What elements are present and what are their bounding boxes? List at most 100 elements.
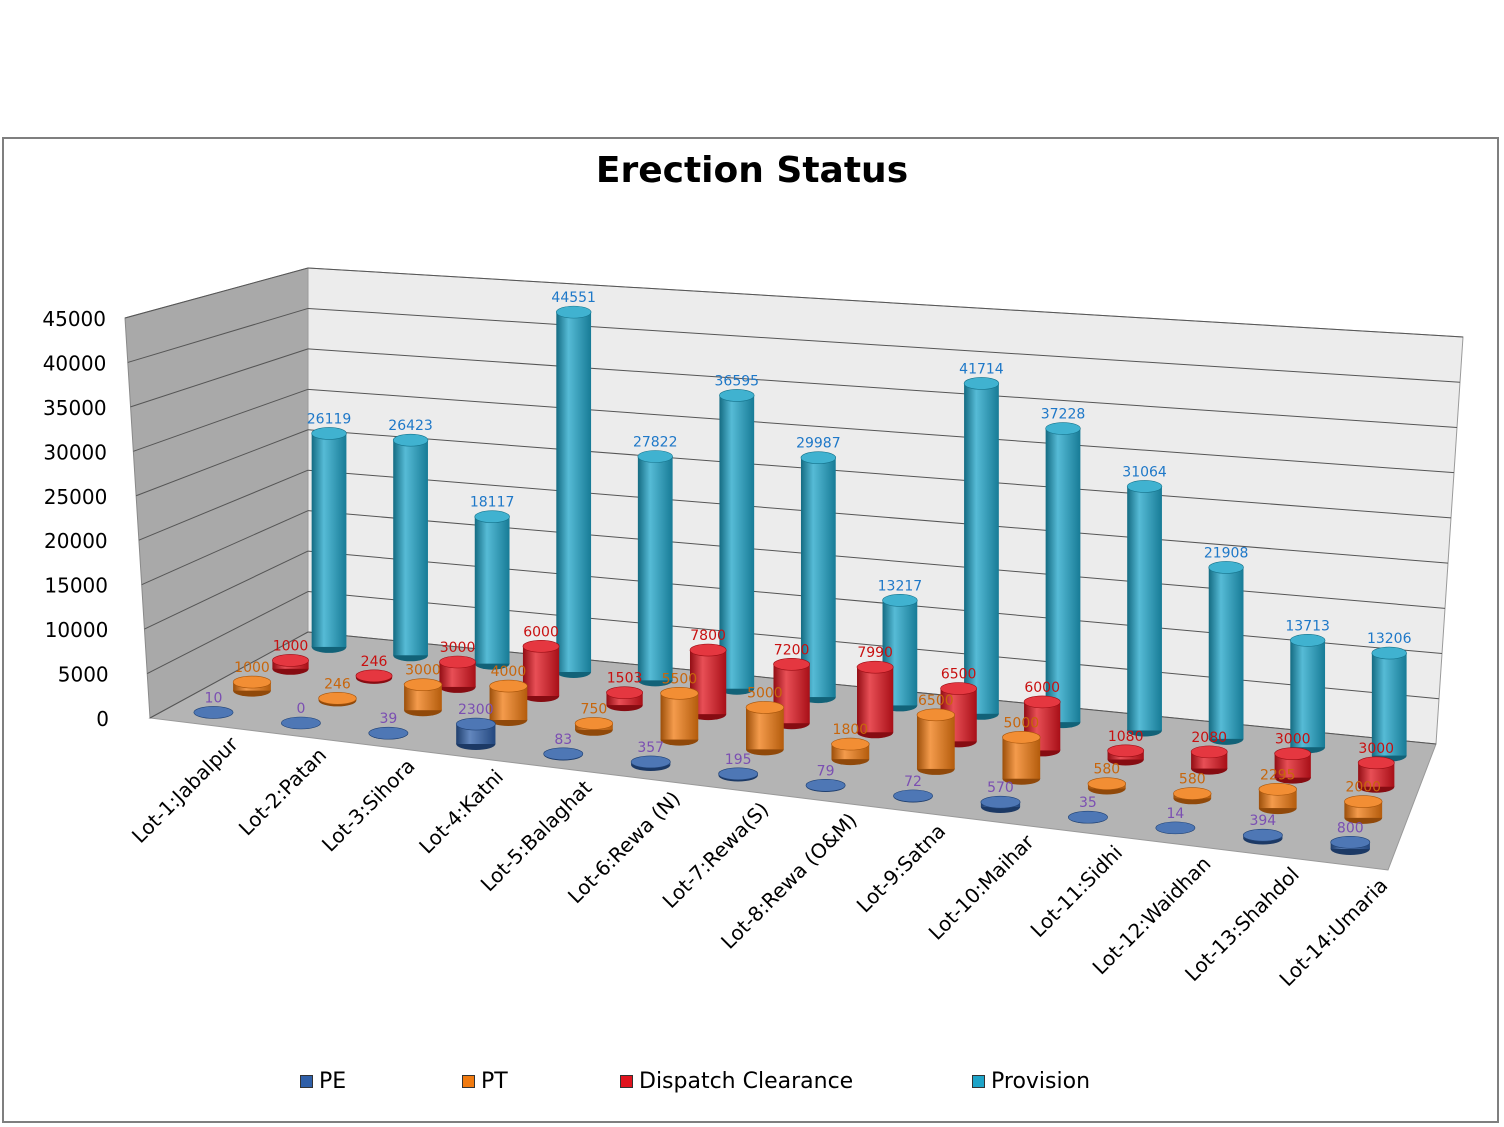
data-label: 4000 [491,664,527,680]
data-label: 7990 [857,645,893,661]
data-label: 1000 [234,660,270,676]
bar-body [1358,762,1395,787]
bar-body [556,312,592,672]
bar-pe: 394 [1242,813,1283,845]
bar-pt: 580 [1173,772,1212,805]
bar-pt: 1800 [831,722,870,766]
data-label: 13713 [1285,618,1330,634]
data-label: 27822 [633,435,678,451]
gridline [141,510,309,586]
bar-top [1357,756,1395,770]
data-label: 6500 [918,693,954,709]
bar-top [940,682,978,695]
bar-pe: 2300 [455,702,496,750]
bar-top [856,660,894,674]
data-label: 7800 [690,628,726,644]
data-label: 10 [205,690,223,706]
data-label: 31064 [1122,464,1167,480]
bar-dispatch-clearance: 2080 [1190,730,1228,775]
data-label: 21908 [1204,545,1249,561]
chart-title: Erection Status [595,150,909,191]
bar-top [392,433,429,447]
bar-pt: 6500 [916,693,956,775]
gridline [307,469,1449,564]
data-label: 580 [1179,772,1206,788]
bar-top [1208,561,1244,574]
bar-top [543,747,584,761]
bar-pe: 35 [1068,795,1108,824]
data-label: 79 [817,763,835,779]
bar-body [1045,428,1081,723]
bar-pt: 2295 [1258,767,1297,815]
legend-swatch [620,1074,633,1088]
x-tick-label: Lot-10:Maihar [924,829,1039,944]
data-label: 3000 [405,663,441,679]
data-label: 7200 [774,642,810,658]
bar-top [745,701,785,714]
y-tick-label: 0 [96,707,109,731]
bar-top [1002,730,1041,744]
bar-pt: 580 [1087,762,1126,795]
legend-label: Dispatch Clearance [639,1068,854,1094]
bar-pe: 570 [980,780,1021,813]
bar-dispatch-clearance: 7990 [856,645,894,739]
gridline [138,469,309,541]
bar-pt: 5000 [745,685,785,756]
data-label: 6000 [1024,680,1060,696]
bar-top [800,451,837,464]
bar-dispatch-clearance: 3000 [1357,741,1395,793]
bar-top [1173,787,1212,800]
bar-provision: 13206 [1367,631,1412,762]
bar-top [882,594,918,607]
bar-pe: 195 [718,752,759,782]
bar-pt: 4000 [489,664,528,726]
x-tick-label: Lot-3:Sihora [317,754,420,857]
legend-label: PT [481,1068,508,1094]
legend-item: Provision [972,1066,1090,1096]
data-label: 195 [725,752,752,768]
y-tick-label: 10000 [45,618,109,642]
bar-provision: 18117 [470,495,514,670]
bar-provision: 36595 [715,373,759,695]
data-label: 39 [379,711,397,727]
bar-body [857,667,894,733]
bar-top [805,779,846,792]
bar-top [439,655,476,669]
bar-top [232,675,272,689]
bar-pe: 800 [1330,820,1371,855]
data-label: 72 [904,774,922,790]
data-label: 2000 [1345,780,1381,796]
data-label: 2300 [458,702,494,718]
gridline [130,348,309,408]
bar-pt: 750 [574,701,614,736]
data-label: 394 [1249,813,1276,829]
bar-top [311,427,347,440]
data-label: 246 [361,654,388,670]
bar-top [963,377,1000,390]
bar-body [1274,753,1311,778]
data-label: 83 [554,732,572,748]
data-label: 2080 [1191,730,1227,746]
data-label: 1800 [833,722,869,738]
x-tick-label: Lot-4:Katni [414,765,508,859]
data-label: 800 [1337,820,1364,836]
bar-top [489,679,528,693]
bar-top [1155,821,1196,835]
bar-top [980,795,1021,809]
data-label: 750 [581,701,608,717]
bar-top [403,678,443,691]
bar-top [318,692,357,705]
data-label: 3000 [440,640,476,656]
legend-item: Dispatch Clearance [620,1066,853,1096]
bar-pt: 5500 [660,671,699,746]
bar-top [1330,836,1371,849]
data-label: 1000 [273,638,309,654]
data-label: 13206 [1367,631,1412,647]
bar-body [474,516,510,664]
x-tick-label: Lot-9:Satna [852,819,950,917]
gridline [307,307,1461,383]
bar-dispatch-clearance: 6000 [522,624,560,702]
data-label: 580 [1093,762,1120,778]
data-label: 5000 [1004,715,1040,731]
